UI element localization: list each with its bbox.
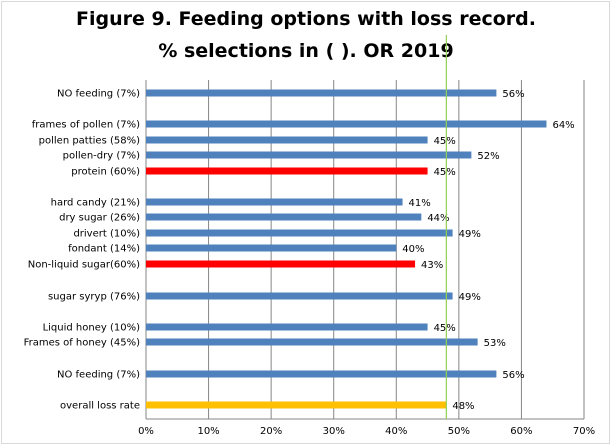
bar — [146, 136, 428, 144]
data-label: 56% — [502, 370, 524, 381]
bar — [146, 244, 397, 252]
category-label: Non-liquid sugar(60%) — [28, 260, 140, 271]
category-label: pollen patties (58%) — [39, 136, 140, 147]
data-label: 45% — [434, 167, 456, 178]
bar — [146, 401, 447, 409]
bar — [146, 338, 478, 346]
data-label: 49% — [459, 292, 481, 303]
x-tick-label: 30% — [323, 426, 345, 437]
data-label: 44% — [427, 213, 449, 224]
data-label: 64% — [552, 120, 574, 131]
data-label: 52% — [477, 151, 499, 162]
category-label: dry sugar (26%) — [59, 213, 140, 224]
data-label: 43% — [421, 260, 443, 271]
data-label: 40% — [402, 244, 424, 255]
chart-title-line-2: % selections in ( ). OR 2019 — [158, 40, 454, 62]
category-label: drivert (10%) — [73, 229, 140, 240]
category-label: pollen-dry (7%) — [63, 151, 140, 162]
data-label: 56% — [502, 89, 524, 100]
bar — [146, 323, 428, 331]
x-tick-label: 70% — [573, 426, 595, 437]
x-tick-label: 40% — [385, 426, 407, 437]
category-label: NO feeding (7%) — [57, 370, 140, 381]
bar — [146, 260, 416, 268]
x-tick-label: 0% — [138, 426, 154, 437]
chart-title-line-1: Figure 9. Feeding options with loss reco… — [76, 8, 536, 30]
category-label: sugar syryp (76%) — [48, 292, 140, 303]
category-label: protein (60%) — [71, 167, 140, 178]
data-label: 45% — [434, 323, 456, 334]
bar — [146, 151, 472, 159]
bar — [146, 198, 403, 206]
category-label: frames of pollen (7%) — [32, 120, 140, 131]
data-label: 53% — [484, 338, 506, 349]
x-tick-label: 10% — [197, 426, 219, 437]
category-label: Frames of honey (45%) — [24, 338, 141, 349]
bar — [146, 370, 497, 378]
data-label: 41% — [409, 198, 431, 209]
category-label: overall loss rate — [60, 401, 140, 412]
x-tick-label: 20% — [260, 426, 282, 437]
data-label: 45% — [434, 136, 456, 147]
category-label: NO feeding (7%) — [57, 89, 140, 100]
data-label: 49% — [459, 229, 481, 240]
x-tick-label: 50% — [448, 426, 470, 437]
category-label: fondant (14%) — [68, 244, 140, 255]
bar — [146, 120, 547, 128]
bar — [146, 89, 497, 97]
bar — [146, 292, 453, 300]
data-label: 48% — [452, 401, 474, 412]
bar — [146, 229, 453, 237]
bar — [146, 213, 422, 221]
category-label: hard candy (21%) — [51, 198, 140, 209]
category-label: Liquid honey (10%) — [43, 323, 141, 334]
bar — [146, 167, 428, 175]
x-tick-label: 60% — [510, 426, 532, 437]
